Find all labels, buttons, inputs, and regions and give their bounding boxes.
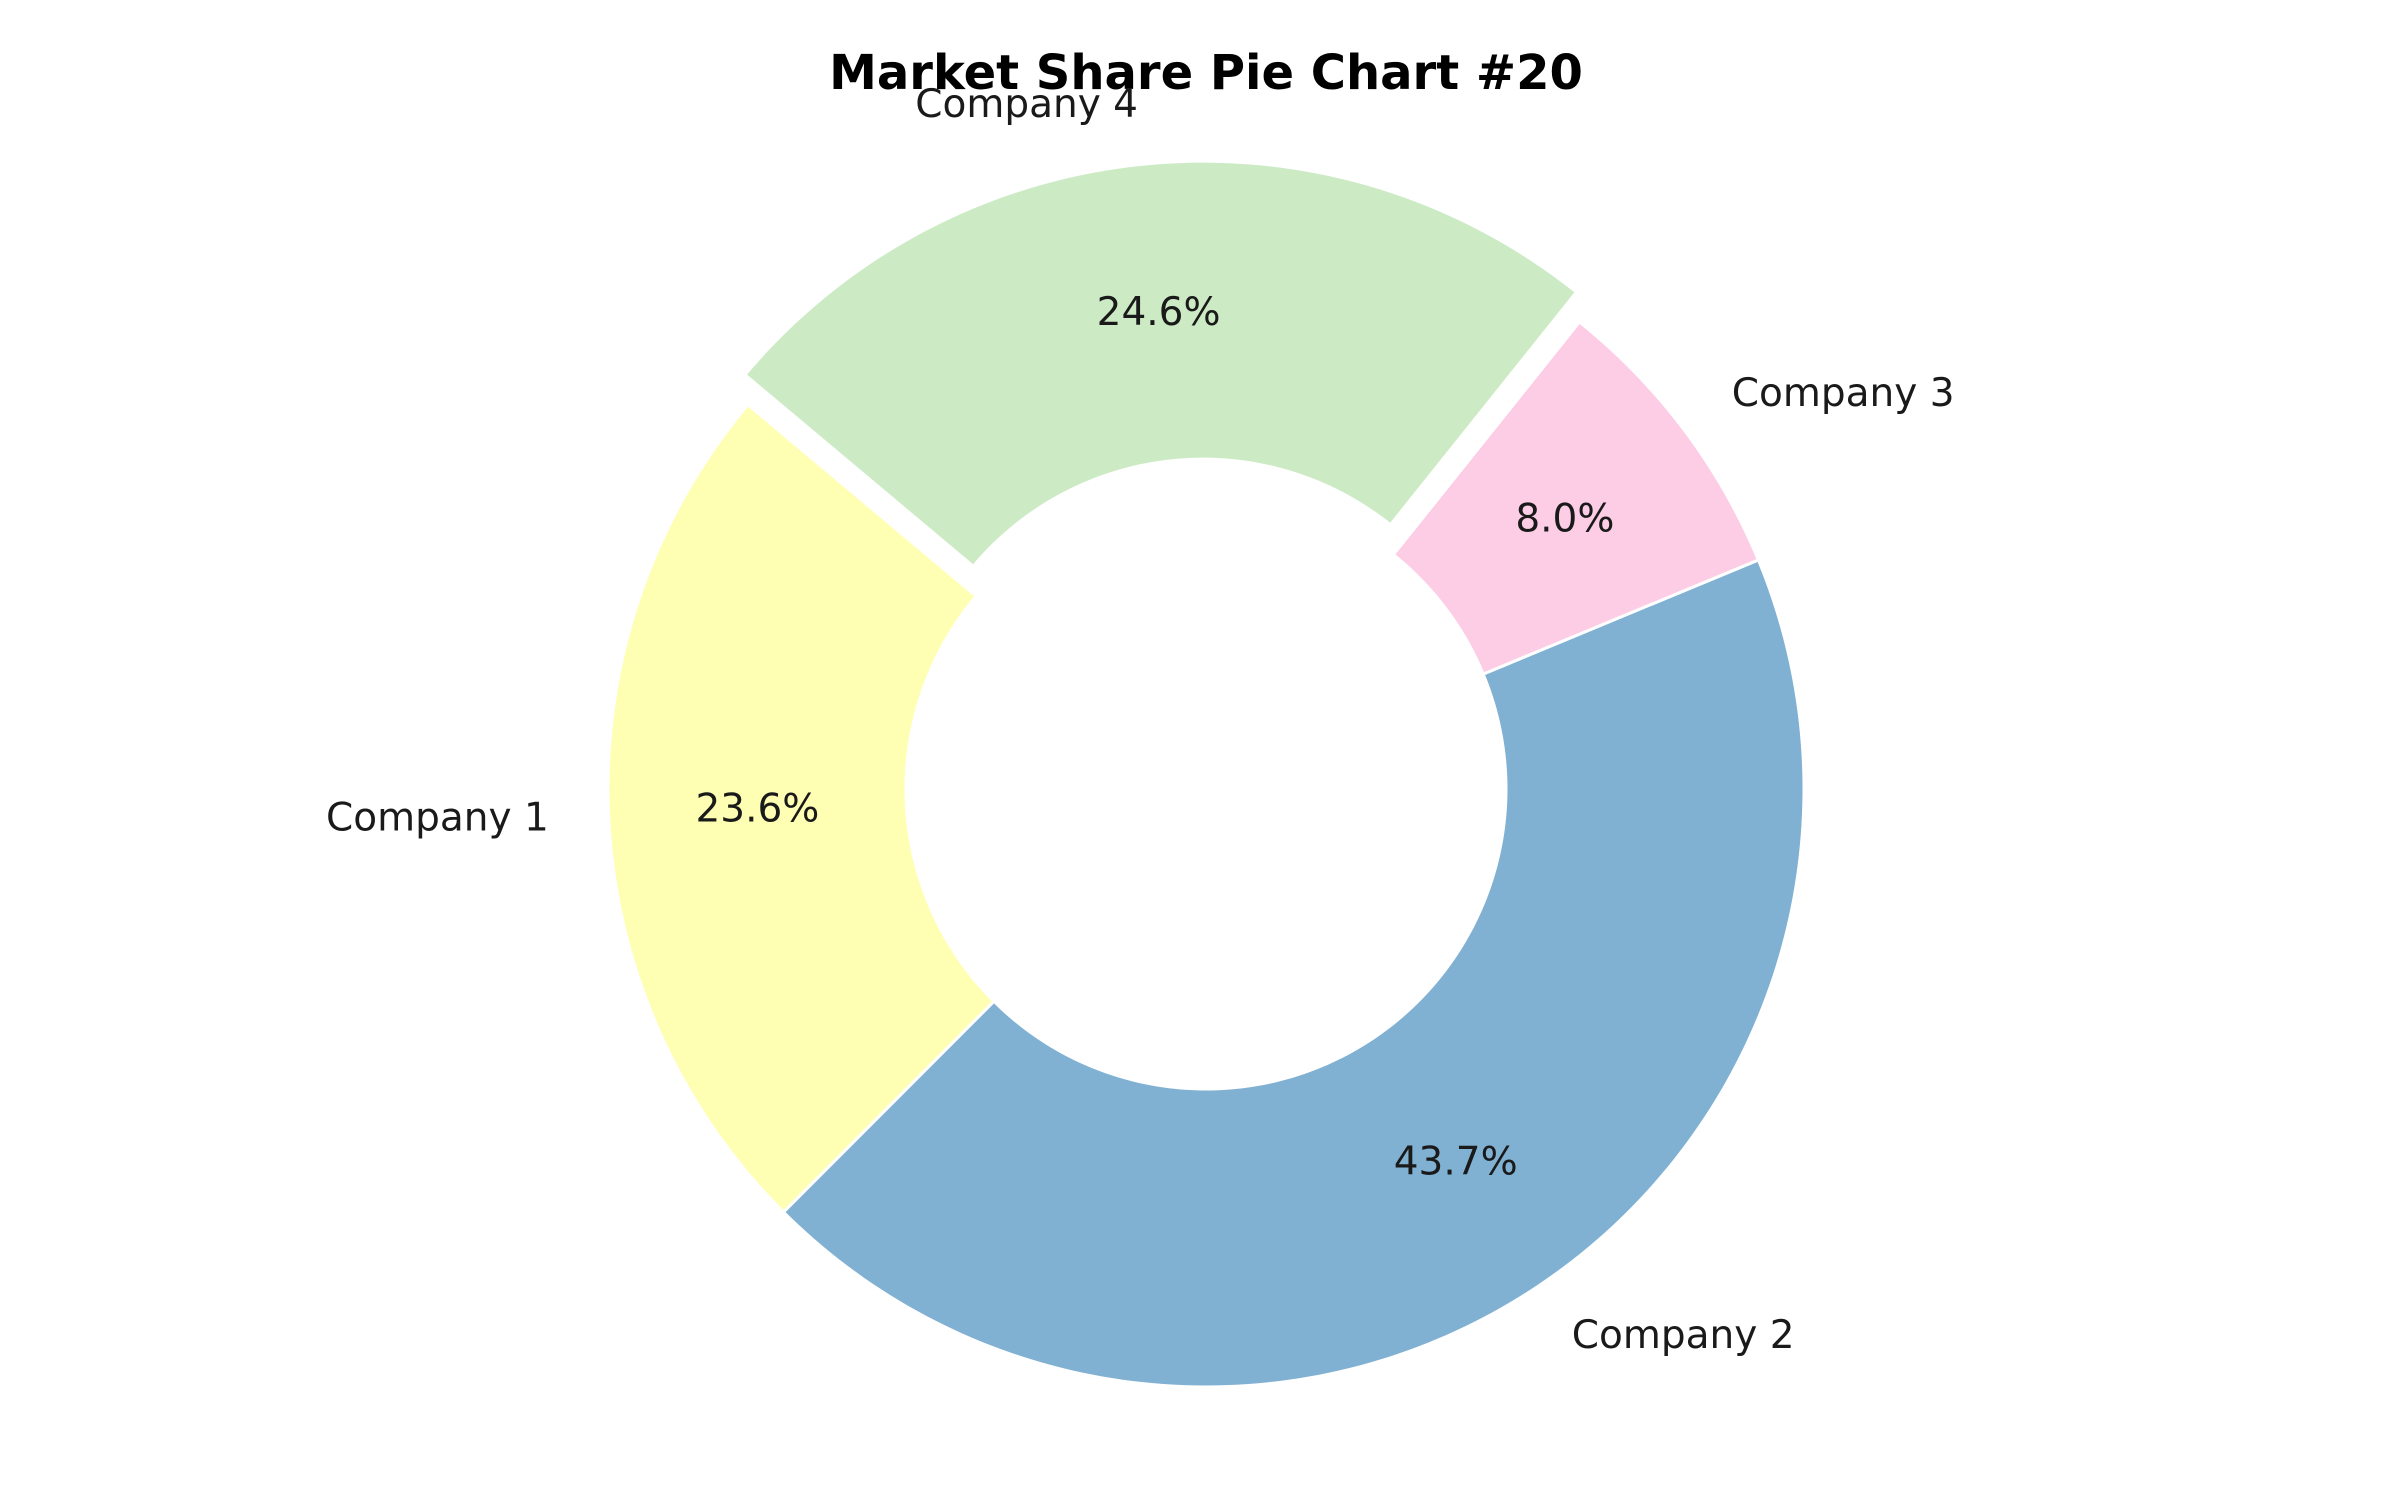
chart-title: Market Share Pie Chart #20 bbox=[829, 45, 1583, 101]
pct-label-company-2: 43.7% bbox=[1394, 1140, 1518, 1185]
slice-label-company-1: Company 1 bbox=[326, 796, 549, 841]
pie-slice-company-3 bbox=[1391, 320, 1760, 676]
pct-label-company-4: 24.6% bbox=[1097, 290, 1221, 335]
pie-slice-company-4 bbox=[743, 159, 1579, 568]
labels-layer: Company 1 23.6% Company 2 43.7% Company 3 8.0… bbox=[326, 82, 1955, 1358]
slices-layer bbox=[606, 159, 1806, 1389]
slice-label-company-3: Company 3 bbox=[1732, 371, 1955, 416]
slice-label-company-2: Company 2 bbox=[1572, 1313, 1795, 1358]
slice-label-company-4: Company 4 bbox=[915, 82, 1138, 127]
pct-label-company-1: 23.6% bbox=[695, 786, 819, 831]
pct-label-company-3: 8.0% bbox=[1515, 497, 1614, 542]
